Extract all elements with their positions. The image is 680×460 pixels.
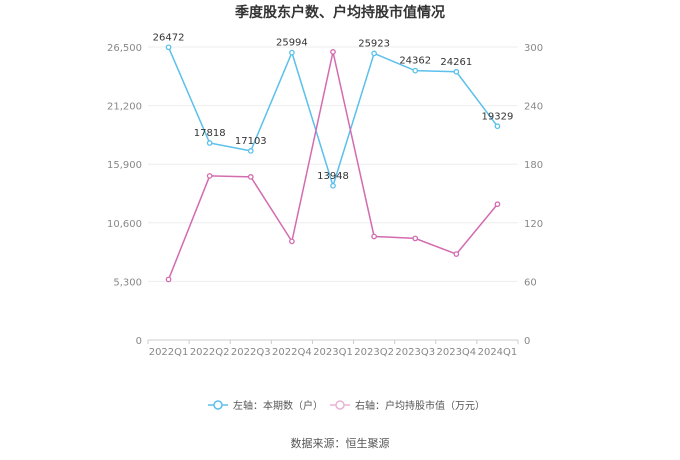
series-layer — [165, 44, 501, 283]
data-point — [289, 49, 295, 56]
data-point — [247, 148, 254, 154]
x-tick-label: 2023Q3 — [395, 347, 435, 358]
right-tick-label: 300 — [524, 43, 543, 54]
x-tick-label: 2023Q2 — [354, 347, 394, 358]
grid-layer — [148, 46, 518, 282]
data-point — [330, 49, 336, 55]
data-point — [371, 50, 377, 57]
x-tick-label: 2022Q3 — [231, 347, 271, 358]
data-label: 17103 — [235, 136, 267, 147]
data-point — [453, 251, 460, 257]
series-line-left — [167, 47, 499, 189]
data-point — [453, 68, 460, 75]
data-point — [247, 174, 254, 180]
x-tick-label: 2022Q1 — [149, 347, 189, 358]
data-label: 19329 — [482, 111, 514, 122]
left-tick-label: 21,200 — [107, 102, 142, 113]
data-label: 25994 — [276, 38, 308, 49]
right-tick-label: 180 — [524, 160, 543, 171]
data-label: 25923 — [358, 38, 390, 49]
left-tick-label: 10,600 — [107, 219, 142, 230]
left-tick-label: 5,300 — [113, 277, 142, 288]
data-label: 26472 — [153, 32, 185, 43]
data-point — [412, 67, 419, 74]
data-label: 17818 — [194, 128, 226, 139]
left-axis: 0 5,300 10,600 15,900 21,200 26,500 — [107, 43, 142, 347]
data-point — [412, 235, 419, 242]
right-tick-label: 240 — [524, 102, 543, 113]
x-tick-label: 2024Q1 — [478, 347, 518, 358]
data-label: 13948 — [317, 171, 349, 182]
x-axis: 2022Q1 2022Q2 2022Q3 2022Q4 2023Q1 2023Q2 2023… — [147, 339, 519, 358]
x-tick-label: 2023Q1 — [313, 347, 353, 358]
data-point — [494, 201, 501, 208]
x-tick-label: 2022Q4 — [272, 347, 312, 358]
legend-marker-right — [335, 400, 345, 410]
right-tick-label: 60 — [524, 277, 537, 288]
data-label: 24261 — [440, 57, 472, 68]
legend-label-right: 右轴：户均持股市值（万元） — [355, 399, 485, 412]
data-label-layer: 26472 17818 17103 25994 13948 25923 24362 24261… — [153, 32, 514, 181]
source-note: 数据来源：恒生聚源 — [291, 436, 390, 450]
data-point — [330, 182, 336, 189]
data-point — [165, 276, 172, 283]
data-point — [494, 123, 501, 130]
legend-label-left: 左轴：本期数（户） — [233, 399, 323, 412]
data-label: 24362 — [399, 56, 431, 67]
right-tick-label: 120 — [524, 219, 543, 230]
data-point — [206, 173, 213, 179]
chart-title: 季度股东户数、户均持股市值情况 — [234, 4, 445, 21]
data-point — [165, 44, 172, 51]
data-point — [371, 233, 377, 240]
x-tick-label: 2023Q4 — [436, 347, 476, 358]
right-tick-label: 0 — [524, 336, 530, 347]
left-tick-label: 15,900 — [107, 160, 142, 171]
right-axis: 0 60 120 180 240 300 — [524, 43, 543, 347]
left-tick-label: 0 — [136, 336, 142, 347]
left-tick-label: 26,500 — [107, 43, 142, 54]
legend-marker-left — [213, 400, 223, 410]
legend[interactable]: 左轴：本期数（户） 右轴：户均持股市值（万元） — [208, 399, 485, 412]
data-point — [289, 238, 295, 245]
data-point — [206, 140, 213, 146]
x-tick-label: 2022Q2 — [190, 347, 230, 358]
series-line-right — [167, 51, 499, 280]
